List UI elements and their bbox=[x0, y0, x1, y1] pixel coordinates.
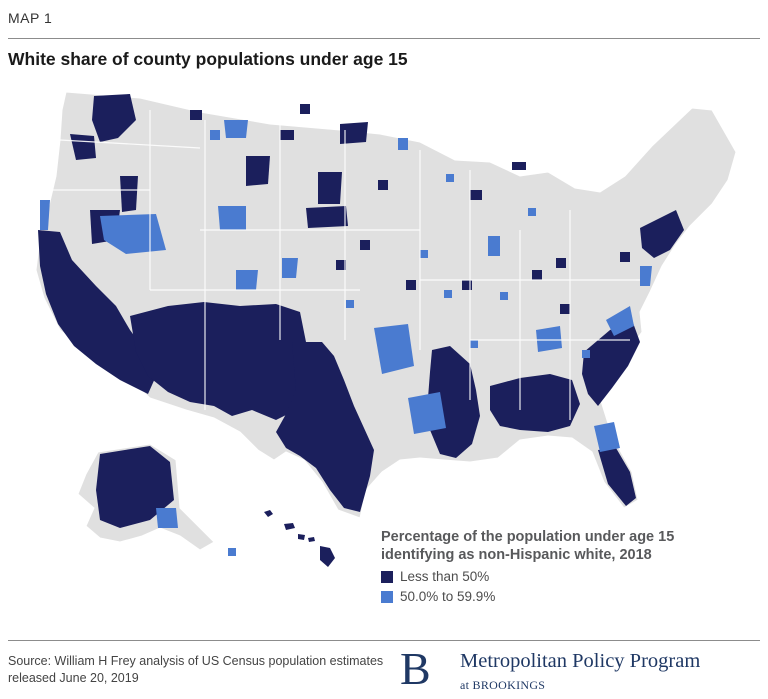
bottom-divider bbox=[8, 640, 760, 641]
county-clusters-light bbox=[40, 120, 652, 556]
hawaii-shape bbox=[264, 510, 335, 567]
map-title: White share of county populations under … bbox=[8, 49, 408, 69]
legend-swatch-light bbox=[381, 590, 393, 603]
logo-subtitle: at BROOKINGS bbox=[460, 678, 546, 692]
legend-label: 50.0% to 59.9% bbox=[400, 589, 496, 604]
source-note: Source: William H Frey analysis of US Ce… bbox=[8, 654, 384, 685]
us-county-map bbox=[35, 91, 737, 567]
brookings-logo: B Metropolitan Policy Program at BROOKIN… bbox=[400, 644, 760, 696]
brookings-b-mark: B bbox=[400, 643, 431, 694]
county-scatter-dark bbox=[190, 104, 630, 314]
state-borders bbox=[36, 110, 640, 420]
map-label: MAP 1 bbox=[8, 10, 53, 26]
logo-program-name: Metropolitan Policy Program bbox=[460, 650, 701, 672]
legend-item-less-than-50: Less than 50% bbox=[381, 569, 701, 584]
legend-swatch-dark bbox=[381, 570, 393, 583]
legend: Percentage of the population under age 1… bbox=[381, 528, 701, 604]
county-scatter-light bbox=[210, 130, 590, 358]
county-clusters-dark bbox=[38, 94, 684, 528]
top-divider bbox=[8, 38, 760, 39]
legend-label: Less than 50% bbox=[400, 569, 490, 584]
legend-title: Percentage of the population under age 1… bbox=[381, 529, 675, 563]
map-area bbox=[0, 80, 768, 600]
legend-item-50-to-59: 50.0% to 59.9% bbox=[381, 589, 701, 604]
